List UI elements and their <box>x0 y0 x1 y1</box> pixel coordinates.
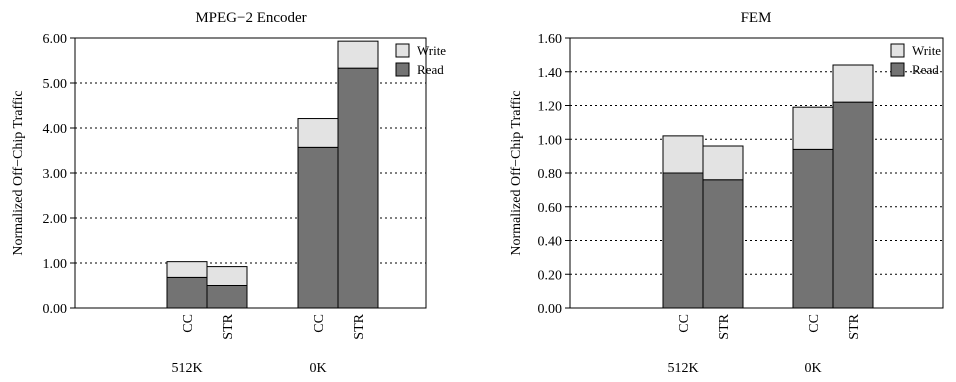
bar-read <box>792 148 834 309</box>
bar-read <box>206 285 248 309</box>
bar-write <box>166 261 208 278</box>
y-tick-label: 1.20 <box>538 100 563 115</box>
bar-write <box>297 118 339 148</box>
chart-panel-fem: FEM Normalized Off−Chip Traffic 0.00 0.20… <box>509 10 944 376</box>
y-tick-label: 6.00 <box>43 32 68 47</box>
legend-label-read: Read <box>912 62 939 77</box>
y-tick-label: 0.00 <box>43 302 68 317</box>
y-tick-label: 0.40 <box>538 235 563 250</box>
y-tick-label: 0.60 <box>538 201 563 216</box>
x-category-label: STR <box>847 313 862 339</box>
legend-swatch-write <box>395 43 410 58</box>
y-tick-label: 1.40 <box>538 66 563 81</box>
x-category-label: STR <box>352 313 367 339</box>
bar-write <box>702 145 744 181</box>
y-tick-label: 3.00 <box>43 167 68 182</box>
plot-area: 0.00 0.20 0.40 0.60 0.80 1.00 1.20 1.40 1.60 CC ST… <box>538 32 944 376</box>
y-tick-label: 2.00 <box>43 212 68 227</box>
chart-panel-mpeg2: MPEG−2 Encoder Normalized Off−Chip Traff… <box>11 10 446 376</box>
bar-write <box>206 266 248 287</box>
legend-label-write: Write <box>417 43 446 58</box>
bar-write <box>662 135 704 174</box>
x-category-label: CC <box>677 314 692 333</box>
legend-label-write: Write <box>912 43 941 58</box>
y-axis-label: Normalized Off−Chip Traffic <box>11 90 26 255</box>
plot-area: 0.00 1.00 2.00 3.00 4.00 5.00 6.00 CC STR CC STR 51… <box>43 32 447 376</box>
bar-write <box>337 40 379 69</box>
chart-title: MPEG−2 Encoder <box>195 10 306 26</box>
x-category-label: CC <box>181 314 196 333</box>
bar-read <box>662 172 704 309</box>
legend-label-read: Read <box>417 62 444 77</box>
chart-title: FEM <box>741 10 772 26</box>
bar-write <box>792 106 834 150</box>
y-tick-label: 4.00 <box>43 122 68 137</box>
y-tick-label: 1.00 <box>538 133 563 148</box>
bar-write <box>832 64 874 103</box>
x-category-label: STR <box>221 313 236 339</box>
y-tick-label: 1.00 <box>43 257 68 272</box>
y-axis-label: Normalized Off−Chip Traffic <box>509 90 524 255</box>
bar-read <box>702 179 744 309</box>
x-category-label: CC <box>312 314 327 333</box>
legend-swatch-read <box>890 62 905 77</box>
legend-swatch-read <box>395 62 410 77</box>
x-category-label: STR <box>717 313 732 339</box>
y-tick-label: 0.80 <box>538 167 563 182</box>
y-tick-label: 0.00 <box>538 302 563 317</box>
x-group-label: 512K <box>171 361 202 376</box>
x-group-label: 512K <box>667 361 698 376</box>
x-category-label: CC <box>807 314 822 333</box>
y-tick-label: 5.00 <box>43 77 68 92</box>
x-group-label: 0K <box>309 361 326 376</box>
bar-read <box>297 146 339 309</box>
y-tick-label: 1.60 <box>538 32 563 47</box>
legend-swatch-write <box>890 43 905 58</box>
x-group-label: 0K <box>804 361 821 376</box>
bar-read <box>337 67 379 309</box>
plot-frame <box>74 37 427 309</box>
y-tick-label: 0.20 <box>538 268 563 283</box>
bar-read <box>166 276 208 309</box>
bar-read <box>832 101 874 309</box>
plot-frame <box>569 37 944 309</box>
